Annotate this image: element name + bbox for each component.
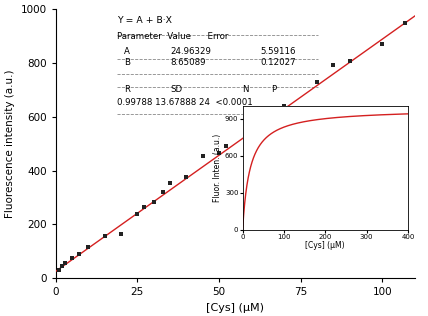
Text: Parameter  Value      Error: Parameter Value Error [117,32,228,41]
Text: N: N [243,85,249,94]
Point [160,190,167,195]
Point [101,234,108,239]
Text: 0.12027: 0.12027 [261,58,296,67]
Point [222,144,229,149]
Point [314,80,321,85]
Point [62,261,69,266]
Text: 24.96329: 24.96329 [171,47,211,56]
Point [379,42,386,47]
Text: SD: SD [171,85,183,94]
Point [59,264,65,269]
Point [85,245,92,250]
Text: P: P [271,85,276,94]
Text: 5.59116: 5.59116 [261,47,296,56]
Point [281,104,288,109]
Point [248,133,255,138]
Text: Y = A + B·X: Y = A + B·X [117,16,172,25]
Point [346,58,353,63]
Y-axis label: Fluorescence intensity (a.u.): Fluorescence intensity (a.u.) [5,70,15,218]
Point [56,267,62,272]
Text: 0.99788 13.67888 24  <0.0001: 0.99788 13.67888 24 <0.0001 [117,98,253,106]
Point [183,175,190,180]
Text: B: B [124,58,130,67]
Point [68,255,75,260]
Point [118,231,125,236]
Point [199,153,206,158]
Text: R: R [124,85,130,94]
Point [134,211,141,216]
Point [166,180,173,185]
Point [265,116,271,121]
Point [150,199,157,204]
Point [402,21,409,26]
Text: A: A [124,47,130,56]
Point [75,252,82,257]
Point [216,151,223,156]
Text: 8.65089: 8.65089 [171,58,206,67]
Point [330,62,337,67]
X-axis label: [Cys] (μM): [Cys] (μM) [206,303,265,313]
Point [140,204,147,210]
